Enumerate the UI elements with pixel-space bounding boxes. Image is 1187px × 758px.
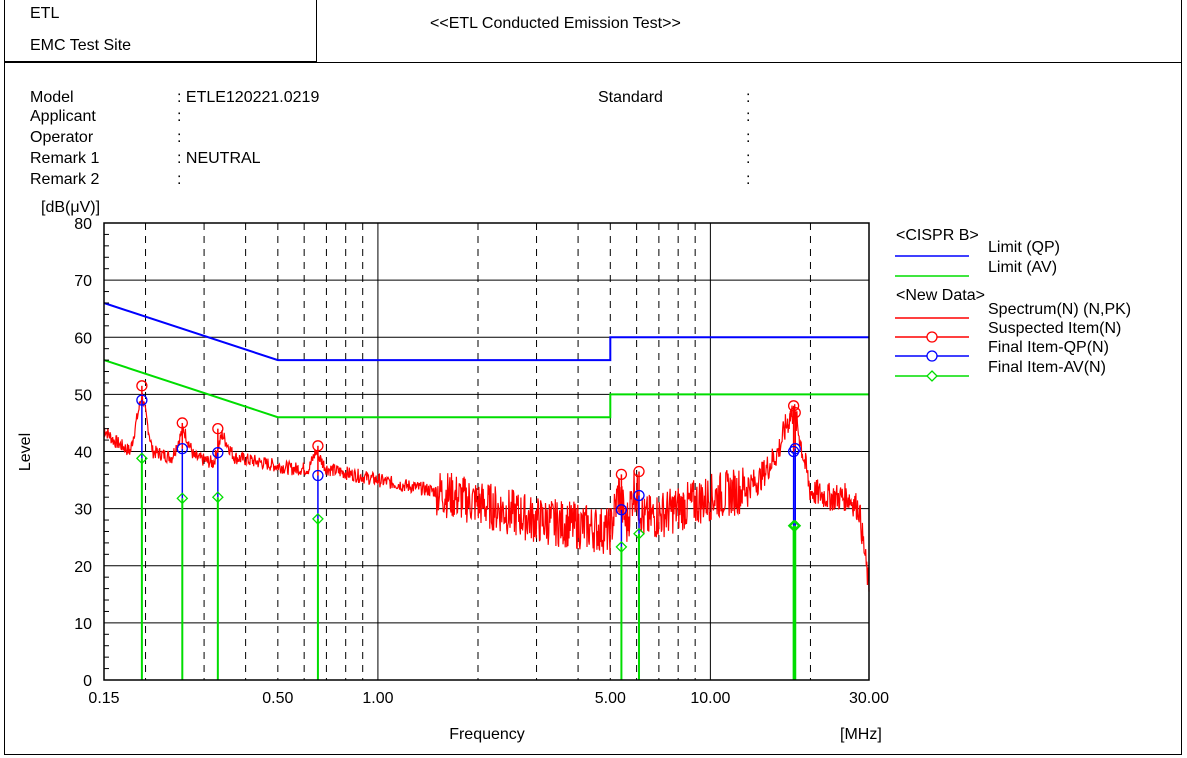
final-av-marker	[633, 527, 645, 540]
y-tick-label: 20	[74, 559, 92, 576]
suspected-item-marker	[633, 465, 645, 478]
standard-colon: :	[746, 150, 751, 167]
final-qp-marker	[136, 394, 148, 406]
legend-entry-label: Final Item-QP(N)	[988, 339, 1109, 356]
x-tick-label: 0.15	[88, 690, 119, 707]
remark1-value: : NEUTRAL	[177, 150, 261, 167]
x-tick-label: 5.00	[595, 690, 626, 707]
legend-group-title: <New Data>	[896, 287, 985, 304]
standard-colon: :	[746, 129, 751, 146]
operator-value: :	[177, 129, 182, 146]
final-av-marker	[135, 452, 148, 465]
y-axis-title: Level	[17, 433, 34, 471]
plot-frame	[103, 222, 870, 681]
site-box	[4, 0, 317, 62]
y-tick-label: 10	[74, 616, 92, 633]
operator-label: Operator	[30, 129, 94, 146]
model-value: : ETLE120221.0219	[177, 89, 320, 106]
final-av-marker	[211, 491, 224, 504]
final-qp-marker	[312, 469, 324, 482]
standard-colon: :	[746, 171, 751, 188]
legend-marker	[926, 370, 938, 382]
suspected-item-marker	[789, 407, 801, 419]
y-tick-label: 60	[74, 330, 92, 347]
legend-entry-label: Limit (AV)	[988, 259, 1057, 276]
final-qp-marker	[615, 504, 628, 516]
spectrum-trace	[103, 392, 870, 592]
y-tick-label: 50	[74, 387, 92, 404]
y-tick-label: 80	[74, 216, 92, 233]
remark2-label: Remark 2	[30, 171, 100, 188]
final-qp-marker	[212, 446, 224, 459]
applicant-label: Applicant	[30, 108, 96, 125]
final-av-marker	[615, 540, 628, 553]
y-unit-label: [dB(μV)]	[41, 199, 100, 216]
x-tick-label: 30.00	[849, 690, 889, 707]
final-av-marker	[312, 512, 324, 525]
limit-av-line	[103, 359, 869, 419]
suspected-item-marker	[212, 422, 224, 435]
legend-entry-label: Spectrum(N) (N,PK)	[988, 301, 1131, 318]
site-name: EMC Test Site	[30, 37, 132, 54]
legend-marker	[926, 350, 938, 362]
remark2-value: :	[177, 171, 182, 188]
final-qp-marker	[633, 489, 645, 502]
x-axis-title: Frequency	[449, 726, 525, 743]
suspected-item-marker	[136, 380, 148, 392]
applicant-value: :	[177, 108, 182, 125]
page-frame	[4, 0, 1182, 755]
x-unit-label: [MHz]	[840, 726, 882, 743]
y-tick-label: 0	[83, 673, 92, 690]
legend-entry-label: Limit (QP)	[988, 239, 1060, 256]
suspected-item-marker	[615, 468, 628, 481]
x-tick-label: 10.00	[690, 690, 730, 707]
legend-group-title: <CISPR B>	[896, 227, 979, 244]
final-qp-marker	[176, 442, 188, 455]
legend-entry-label: Final Item-AV(N)	[988, 359, 1106, 376]
legend-entry-label: Suspected Item(N)	[988, 320, 1121, 337]
page-title: <<ETL Conducted Emission Test>>	[430, 15, 681, 32]
y-tick-label: 40	[74, 445, 92, 462]
x-tick-label: 1.00	[362, 690, 393, 707]
final-av-marker	[789, 519, 802, 532]
suspected-item-marker	[312, 440, 324, 452]
org-name: ETL	[30, 5, 60, 22]
legend-marker	[926, 331, 938, 343]
y-tick-label: 30	[74, 502, 92, 519]
final-qp-marker	[789, 442, 801, 455]
x-tick-label: 0.50	[262, 690, 293, 707]
limit-qp-line	[103, 302, 869, 362]
suspected-item-marker	[787, 400, 800, 412]
final-av-marker	[787, 519, 800, 532]
suspected-item-marker	[176, 417, 188, 429]
final-av-marker	[176, 492, 189, 505]
header-divider	[4, 62, 1182, 63]
y-tick-label: 70	[74, 273, 92, 290]
model-label: Model	[30, 89, 74, 106]
standard-colon: :	[746, 89, 751, 106]
standard-colon: :	[746, 108, 751, 125]
standard-label: Standard	[598, 89, 663, 106]
remark1-label: Remark 1	[30, 150, 100, 167]
